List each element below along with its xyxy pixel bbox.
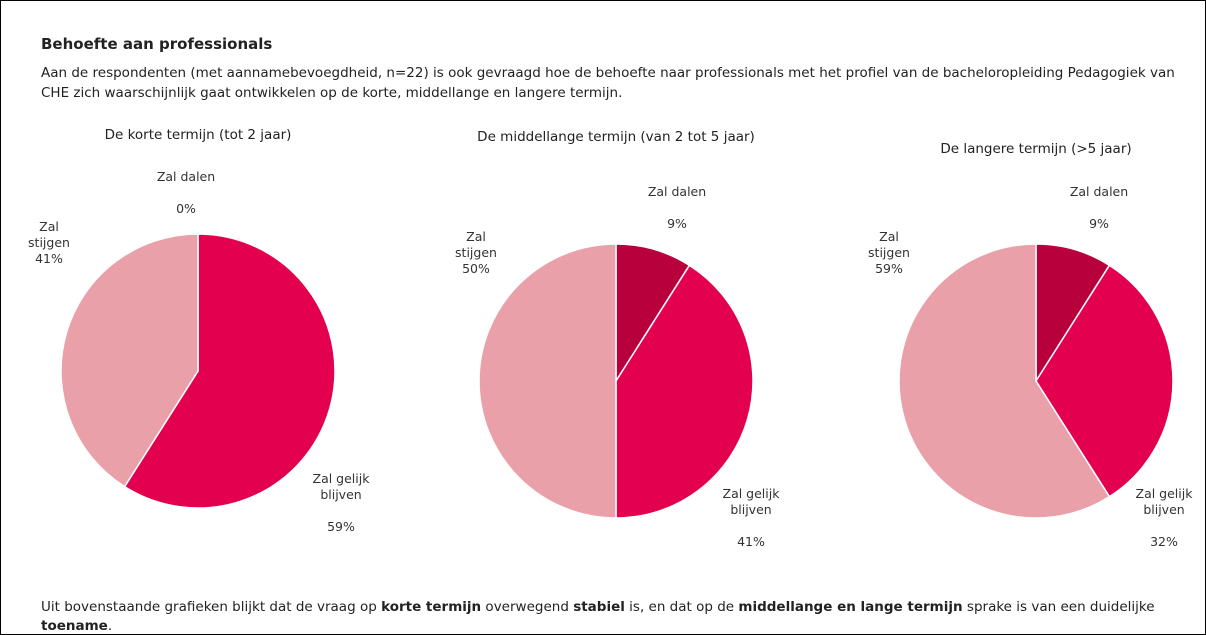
slice-value: 59% [327,519,355,534]
emphasis: middellange en lange termijn [738,599,963,615]
pie-slice [60,233,199,488]
slice-label: Zal stijgen [28,219,70,250]
pie-slice [615,264,754,519]
slice-value: 0% [176,201,196,216]
text: is, en dat op de [624,599,739,615]
emphasis: toename [41,618,108,634]
slice-value: 9% [667,216,687,231]
slice-label: Zal dalen [647,184,707,199]
slice-value: 50% [462,261,490,276]
slice-label: Zal dalen [156,169,216,184]
slice-label: Zal dalen [1069,184,1129,199]
chart-title: De korte termijn (tot 2 jaar) [104,127,292,143]
conclusion: Uit bovenstaande grafieken blijkt dat de… [41,598,1181,634]
slice-label: Zal gelijk blijven [1135,486,1193,517]
emphasis: stabiel [573,599,625,615]
intro: Aan de respondenten (met aannamebevoegdh… [41,65,1175,101]
pie-slice [478,243,617,519]
emphasis: korte termijn [381,599,482,615]
pie-slice [898,243,1111,519]
pie-slice [123,233,336,509]
pie-slice [1035,264,1174,498]
slice-value: 32% [1150,534,1178,549]
text: overwegend [481,599,574,615]
slice-label: Zal gelijk blijven [722,486,780,517]
chart-title: De middellange termijn (van 2 tot 5 jaar… [477,129,755,145]
slice-value: 9% [1089,216,1109,231]
heading: Behoefte aan professionals [41,35,273,53]
slice-label: Zal stijgen [455,229,497,260]
slice-value: 41% [737,534,765,549]
slice-value: 59% [875,261,903,276]
slice-label: Zal stijgen [868,229,910,260]
text: Uit bovenstaande grafieken blijkt dat de… [41,599,382,615]
text: sprake is van een duidelijke [962,599,1155,615]
slice-value: 41% [35,251,63,266]
chart-title: De langere termijn (>5 jaar) [940,141,1132,157]
slice-label: Zal gelijk blijven [312,471,370,502]
text: . [107,618,113,634]
